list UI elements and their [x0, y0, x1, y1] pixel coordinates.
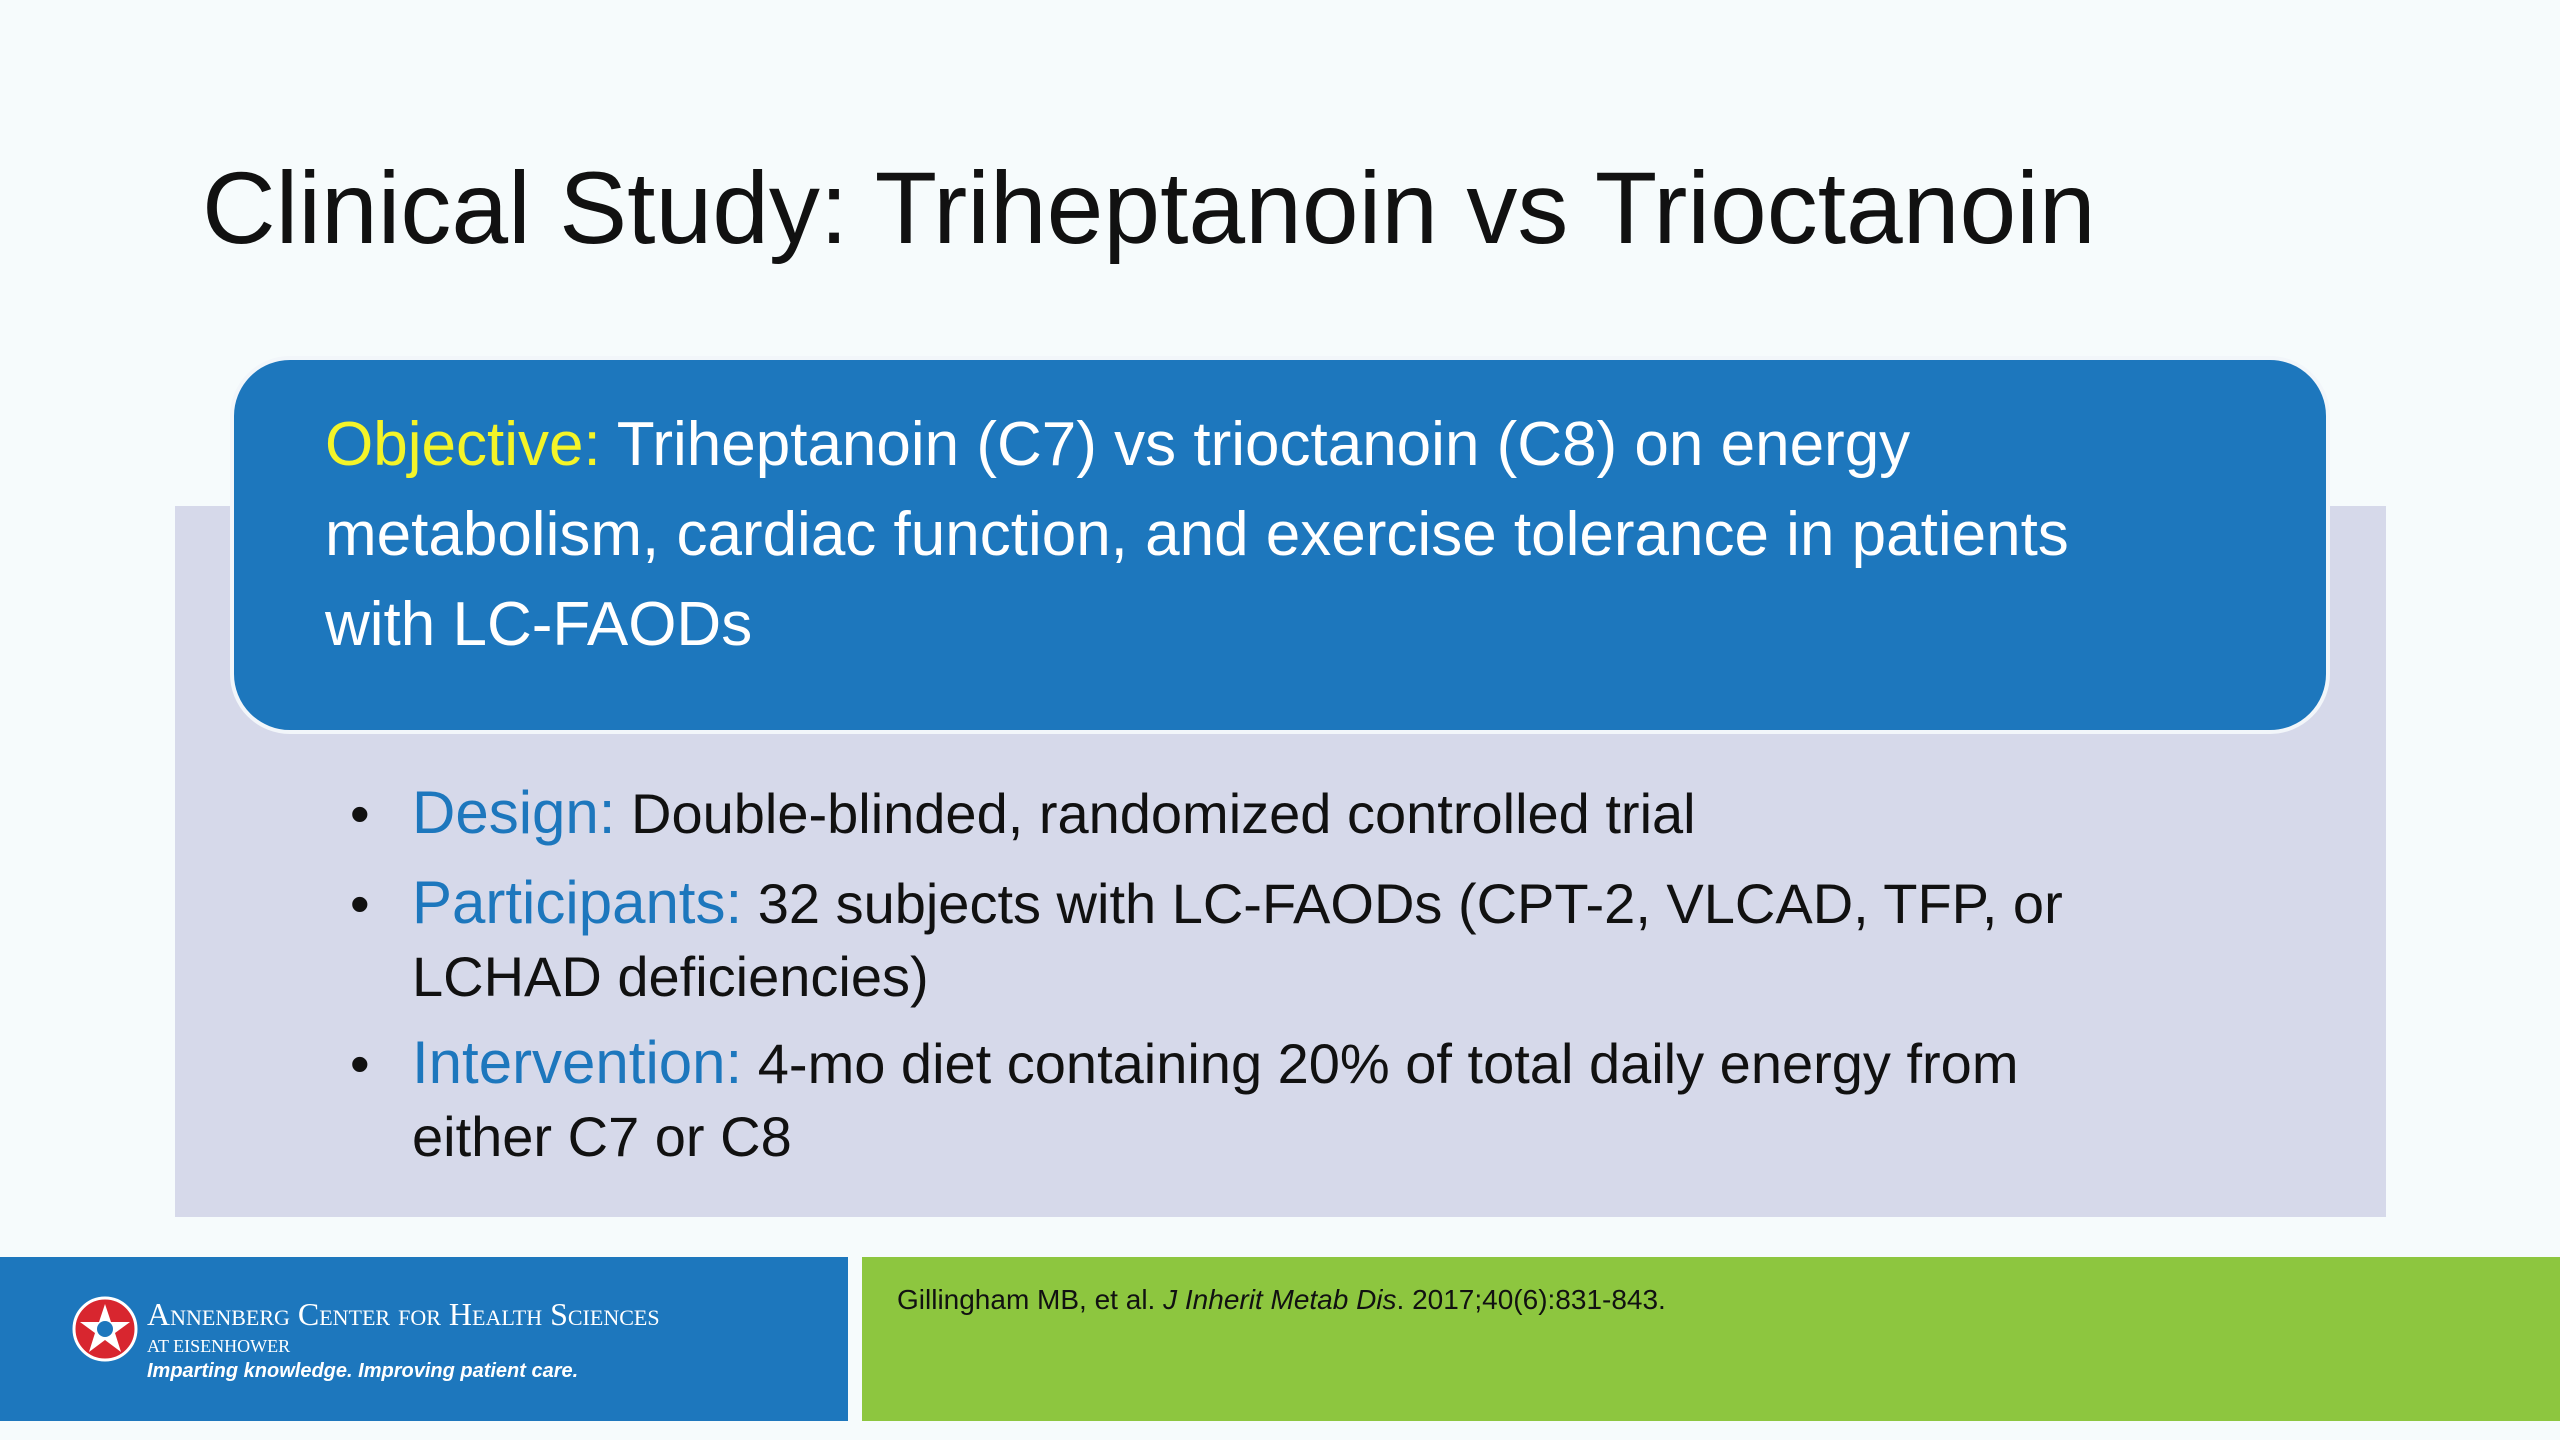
bullet: • Design: Double-blinded, randomized cont…	[350, 779, 1696, 846]
bullet-text: Double-blinded, randomized controlled tr…	[631, 782, 1696, 845]
footer-citation-area	[862, 1257, 2560, 1421]
footer-logo-area	[0, 1257, 848, 1421]
objective-text: Triheptanoin (C7) vs trioctanoin (C8) on…	[325, 410, 2069, 659]
citation: Gillingham MB, et al. J Inherit Metab Di…	[897, 1284, 1666, 1316]
objective-label: Objective:	[325, 410, 601, 479]
objective-box	[230, 356, 2330, 734]
bullet: • Participants: 32 subjects with LC-FAODs…	[350, 869, 2063, 1008]
slide-title: Clinical Study: Triheptanoin vs Trioctan…	[202, 151, 2096, 265]
organization: Annenberg Center for Health Sciences	[147, 1296, 660, 1332]
bullet-text: 32 subjects with LC-FAODs (CPT-2, VLCAD,…	[412, 872, 2063, 1008]
bullet-text: 4-mo diet containing 20% of total daily …	[412, 1032, 2019, 1168]
citation-journal: J Inherit Metab Dis	[1163, 1284, 1397, 1315]
bullet-label: Intervention:	[412, 1029, 743, 1096]
bullet: • Intervention: 4-mo diet containing 20% …	[350, 1029, 2019, 1168]
tagline: Imparting knowledge. Improving patient c…	[147, 1360, 579, 1382]
objective: Objective: Triheptanoin (C7) vs trioctan…	[325, 400, 2185, 670]
organization-location: AT EISENHOWER	[147, 1336, 291, 1356]
bullet-label: Participants:	[412, 869, 743, 936]
citation-authors: Gillingham MB, et al.	[897, 1284, 1156, 1315]
citation-details: . 2017;40(6):831-843.	[1396, 1284, 1666, 1315]
logo-icon	[72, 1296, 138, 1362]
bullet-label: Design:	[412, 779, 616, 846]
